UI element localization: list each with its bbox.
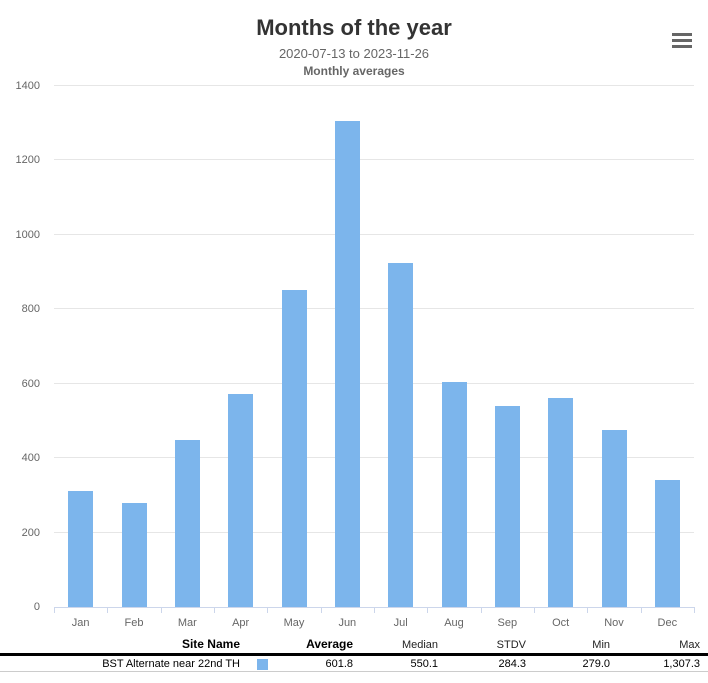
- bar-jan[interactable]: [68, 491, 94, 607]
- bar-nov[interactable]: [601, 429, 627, 607]
- bar-feb[interactable]: [121, 503, 147, 607]
- chart-title: Months of the year: [256, 15, 452, 40]
- median-cell: 550.1: [353, 654, 439, 672]
- header-max: Max: [610, 637, 708, 656]
- bar-jul[interactable]: [388, 262, 414, 607]
- min-cell: 279.0: [526, 654, 611, 672]
- x-axis-tick: [587, 607, 589, 613]
- plot-area: Jan Feb Mar Apr May Jun Jul Aug Sep Oct Nov Dec: [54, 85, 695, 629]
- y-axis-label-600: 600: [21, 377, 40, 390]
- gridline-1400: [54, 85, 694, 86]
- hamburger-icon: [672, 44, 692, 48]
- x-axis-tick: [480, 607, 482, 613]
- x-axis-tick: [160, 607, 162, 613]
- chart-subtitle: 2020-07-13 to 2023-11-26: [278, 46, 430, 61]
- x-axis-tick: [54, 607, 55, 613]
- hamburger-icon: [672, 38, 692, 42]
- x-axis-tick: [214, 607, 215, 613]
- series-color-swatch: [257, 658, 268, 670]
- gridline-1200: [54, 159, 694, 161]
- bar-oct[interactable]: [548, 398, 574, 607]
- x-axis-tick: [267, 607, 269, 613]
- x-axis-tick: [374, 607, 375, 613]
- stats-row: BST Alternate near 22nd TH 601.8 550.1 2…: [0, 654, 708, 672]
- chart-context-menu-button[interactable]: [670, 29, 694, 51]
- y-axis-label-1200: 1200: [15, 154, 40, 167]
- y-axis-label-400: 400: [21, 452, 40, 465]
- stats-header-row: Site Name Average Median STDV Min Max: [0, 637, 708, 656]
- x-axis-tick: [694, 607, 695, 613]
- y-axis-label-200: 200: [21, 526, 40, 539]
- gridline-600: [54, 382, 694, 384]
- x-axis-label-dec: Dec: [657, 617, 678, 629]
- x-axis-label-jun: Jun: [338, 617, 357, 629]
- x-axis-label-nov: Nov: [604, 617, 624, 629]
- bar-apr[interactable]: [228, 393, 254, 607]
- y-axis-label-800: 800: [21, 303, 40, 316]
- y-axis-label-0: 0: [33, 601, 40, 613]
- gridline-800: [54, 308, 694, 310]
- x-axis-label-jan: Jan: [71, 617, 90, 629]
- gridline-200: [54, 531, 694, 533]
- site-name-cell: BST Alternate near 22nd TH: [0, 654, 240, 672]
- y-axis-label-1400: 1400: [15, 80, 40, 92]
- header-stdv: STDV: [438, 637, 527, 656]
- chart-caption: Monthly averages: [303, 64, 405, 78]
- average-cell: 601.8: [268, 654, 354, 672]
- x-axis-tick: [534, 607, 535, 613]
- gridline-1000: [54, 233, 694, 235]
- stats-table: Site Name Average Median STDV Min Max BS…: [0, 637, 708, 672]
- header-site-name: Site Name: [0, 637, 240, 656]
- x-axis-label-mar: Mar: [177, 617, 197, 629]
- x-axis-label-aug: Aug: [444, 617, 464, 629]
- header-median: Median: [353, 637, 439, 656]
- bar-mar[interactable]: [174, 439, 200, 607]
- x-axis-label-sep: Sep: [497, 617, 518, 629]
- stdv-cell: 284.3: [438, 654, 527, 672]
- header-min: Min: [526, 637, 611, 656]
- x-axis-label-may: May: [283, 617, 305, 629]
- x-axis-label-jul: Jul: [393, 617, 408, 629]
- gridline-400: [54, 457, 694, 459]
- x-axis-label-apr: Apr: [232, 617, 250, 629]
- x-axis-tick: [640, 607, 642, 613]
- bar-jun[interactable]: [334, 120, 360, 607]
- x-axis-tick: [107, 607, 109, 613]
- bar-may[interactable]: [281, 290, 307, 607]
- x-axis-label-feb: Feb: [124, 617, 144, 629]
- header-average: Average: [240, 637, 354, 656]
- max-cell: 1,307.3: [610, 654, 708, 672]
- x-axis-tick: [427, 607, 429, 613]
- bar-dec[interactable]: [654, 480, 680, 607]
- hamburger-icon: [672, 32, 692, 36]
- bar-aug[interactable]: [441, 381, 467, 607]
- y-axis-label-1000: 1000: [15, 228, 40, 241]
- bar-sep[interactable]: [494, 406, 520, 607]
- x-axis-tick: [320, 607, 322, 613]
- x-axis-label-oct: Oct: [552, 617, 570, 629]
